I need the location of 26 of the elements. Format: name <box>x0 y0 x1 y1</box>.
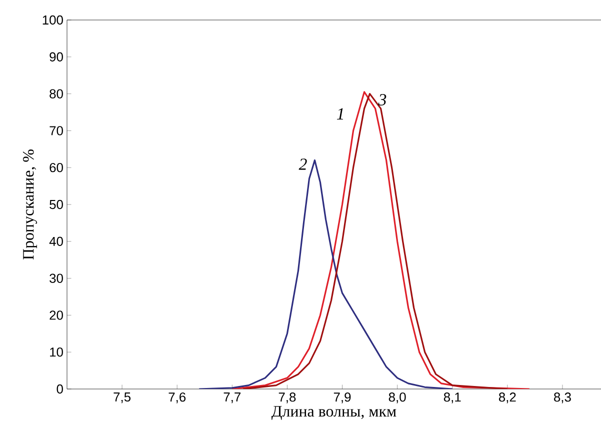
x-tick-label: 8,3 <box>554 392 571 404</box>
line-series <box>198 159 454 389</box>
y-tick-label: 80 <box>50 89 63 98</box>
y-tick-label: 40 <box>49 236 63 246</box>
y-tick-label: 30 <box>50 274 63 283</box>
x-tick-label: 8,0 <box>388 392 406 404</box>
series-label: 3 <box>378 94 386 106</box>
y-tick-label: 20 <box>50 310 63 320</box>
y-tick-label: 10 <box>50 348 63 357</box>
x-tick-label: 7,7 <box>224 392 240 404</box>
y-tick-label: 100 <box>42 15 63 25</box>
series-label: 2 <box>298 158 307 170</box>
y-tick-label: 90 <box>50 52 63 62</box>
y-tick-label: 70 <box>50 126 63 136</box>
series-label: 1 <box>336 108 343 120</box>
x-tick-label: 8,1 <box>444 392 461 404</box>
x-tick-label: 7,6 <box>168 392 186 404</box>
y-tick-label: 0 <box>56 384 63 394</box>
x-tick-label: 7,5 <box>114 392 131 404</box>
y-axis-title: Пропускание, % <box>22 150 38 260</box>
x-axis-title: Длина волны, мкм <box>272 406 396 420</box>
y-tick-label: 60 <box>50 163 63 172</box>
x-tick-label: 7,8 <box>278 392 296 404</box>
x-tick-label: 8,2 <box>498 392 516 404</box>
y-tick-label: 50 <box>50 200 63 210</box>
x-tick-label: 7,9 <box>334 392 351 404</box>
